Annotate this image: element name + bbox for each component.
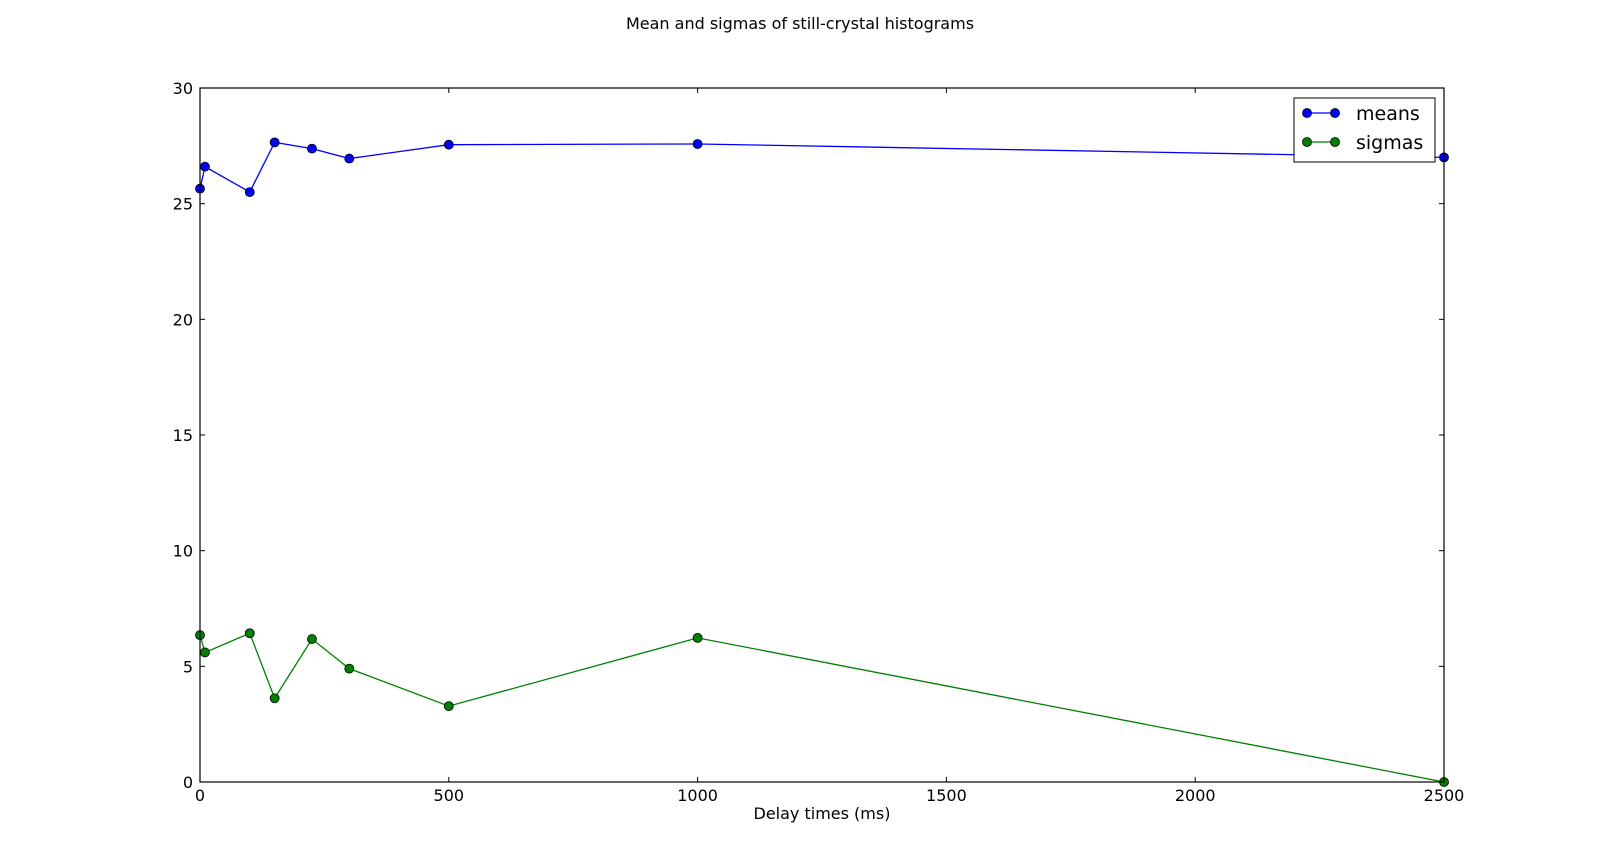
data-point-sigmas: [244, 628, 255, 639]
y-tick-label: 10: [173, 542, 193, 561]
y-tick-label: 5: [183, 657, 193, 676]
axes-frame: [199, 87, 1445, 783]
legend-marker-means: [1330, 108, 1340, 118]
x-tick-label: 1500: [926, 786, 967, 805]
series-line-means: [199, 141, 1445, 194]
series-line-sigmas: [199, 632, 1445, 783]
y-tick-label: 25: [173, 195, 193, 214]
data-point-sigmas: [443, 701, 454, 712]
x-tick-label: 1000: [677, 786, 718, 805]
legend-marker-means: [1302, 108, 1312, 118]
data-point-means: [692, 139, 703, 149]
data-point-sigmas: [344, 663, 355, 674]
data-point-sigmas: [307, 634, 317, 644]
data-point-means: [200, 161, 210, 172]
data-point-means: [269, 137, 280, 148]
y-tick-label: 15: [173, 426, 193, 445]
data-point-sigmas: [269, 693, 280, 704]
x-tick-label: 500: [434, 786, 465, 805]
axis-ticks: 0 500 1000 1500 2000 2500 0 5 10 15 20 25 30: [173, 79, 1465, 805]
data-point-means: [344, 153, 355, 164]
legend-marker-sigmas: [1302, 137, 1312, 147]
data-point-means: [443, 139, 454, 150]
legend: means sigmas: [1293, 97, 1436, 163]
legend-box: [1293, 97, 1436, 163]
data-point-sigmas: [692, 632, 703, 643]
y-tick-label: 30: [173, 79, 193, 98]
y-tick-label: 0: [183, 773, 193, 792]
chart-title: Mean and sigmas of still-crystal histogr…: [626, 14, 974, 33]
y-tick-label: 20: [173, 310, 193, 329]
x-axis-label: Delay times (ms): [754, 804, 891, 823]
x-tick-label: 2000: [1175, 786, 1216, 805]
x-tick-label: 2500: [1424, 786, 1465, 805]
data-point-means: [244, 187, 255, 198]
legend-marker-sigmas: [1330, 137, 1340, 147]
data-point-means: [307, 143, 317, 154]
plot-area: [195, 137, 1449, 787]
legend-label-sigmas: sigmas: [1356, 132, 1423, 154]
x-tick-label: 0: [195, 786, 205, 805]
data-point-sigmas: [200, 647, 210, 658]
legend-label-means: means: [1356, 103, 1420, 125]
